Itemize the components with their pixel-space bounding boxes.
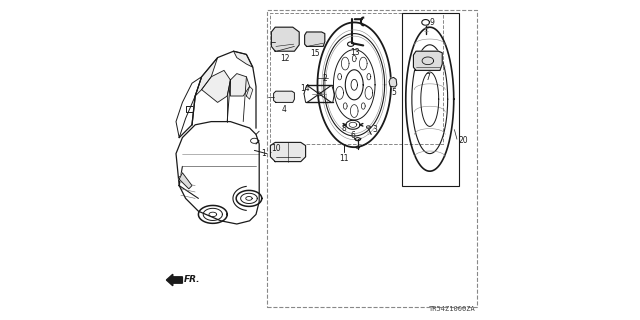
Text: 5: 5 — [391, 88, 396, 97]
Polygon shape — [246, 86, 253, 99]
Text: FR.: FR. — [184, 276, 200, 284]
Polygon shape — [270, 142, 306, 162]
Polygon shape — [202, 70, 230, 102]
Text: 15: 15 — [310, 49, 319, 58]
Text: 9: 9 — [430, 18, 435, 27]
Polygon shape — [274, 91, 294, 102]
Polygon shape — [230, 74, 250, 96]
Text: 11: 11 — [339, 154, 349, 163]
Polygon shape — [389, 77, 397, 87]
Text: 12: 12 — [280, 54, 289, 63]
Text: 13: 13 — [350, 48, 360, 57]
Polygon shape — [271, 27, 300, 51]
Text: 6: 6 — [350, 131, 355, 140]
Text: 7: 7 — [426, 73, 430, 82]
Polygon shape — [413, 51, 442, 70]
Text: 3: 3 — [372, 125, 377, 134]
Text: 1: 1 — [261, 149, 266, 158]
Polygon shape — [166, 274, 182, 286]
Text: 2: 2 — [323, 74, 327, 83]
Text: 10: 10 — [271, 144, 281, 153]
Polygon shape — [195, 58, 218, 96]
Polygon shape — [179, 173, 192, 189]
Polygon shape — [234, 51, 253, 67]
Text: 14: 14 — [300, 84, 310, 93]
Text: TR54Z1000ZA: TR54Z1000ZA — [428, 306, 475, 312]
Bar — [270, 13, 443, 144]
Text: 20: 20 — [458, 136, 468, 145]
Bar — [402, 13, 460, 186]
Text: 4: 4 — [282, 105, 287, 114]
Bar — [268, 10, 477, 307]
Text: 8: 8 — [342, 124, 346, 132]
Polygon shape — [305, 32, 325, 46]
